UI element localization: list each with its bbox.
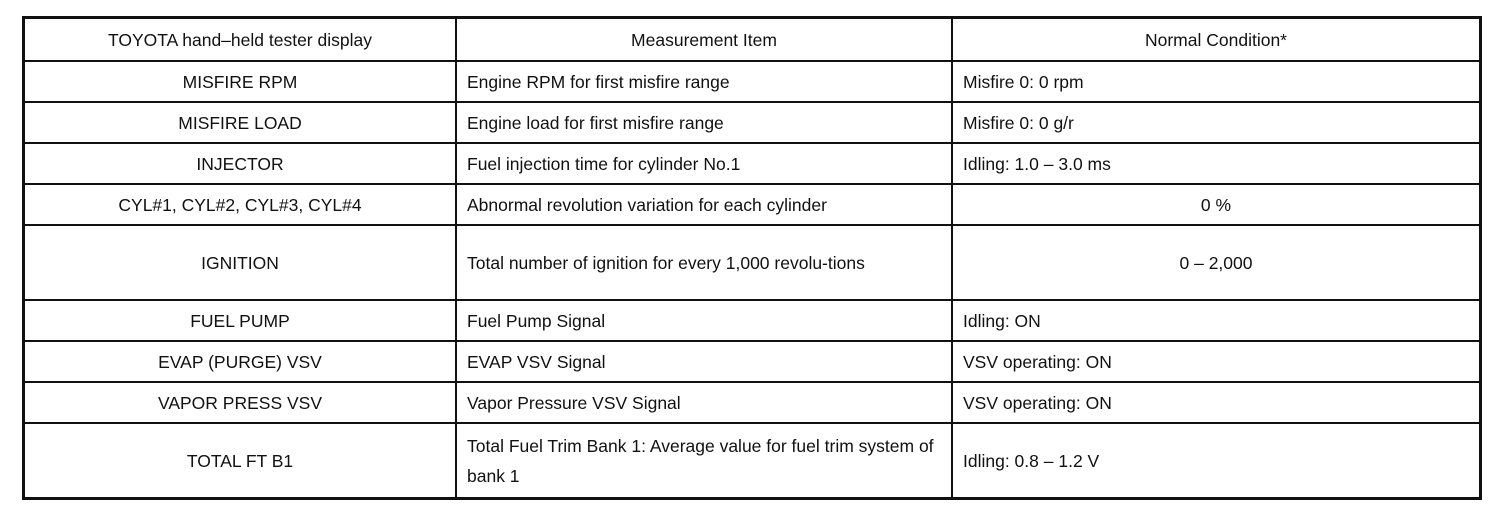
table-row: IGNITION Total number of ignition for eve… xyxy=(22,224,1482,301)
cell-tester-display: INJECTOR xyxy=(22,142,457,185)
header-normal-condition: Normal Condition* xyxy=(951,16,1482,62)
cell-measurement-item: Fuel injection time for cylinder No.1 xyxy=(455,142,953,185)
table-header-row: TOYOTA hand–held tester display Measurem… xyxy=(22,16,1482,62)
cell-normal-condition: Misfire 0: 0 g/r xyxy=(951,101,1482,144)
cell-normal-condition: Idling: 1.0 – 3.0 ms xyxy=(951,142,1482,185)
cell-normal-condition: Idling: ON xyxy=(951,299,1482,342)
table-row: VAPOR PRESS VSV Vapor Pressure VSV Signal… xyxy=(22,381,1482,424)
table-row: EVAP (PURGE) VSV EVAP VSV Signal VSV opera… xyxy=(22,340,1482,383)
table-row: INJECTOR Fuel injection time for cylinder… xyxy=(22,142,1482,185)
cell-tester-display: FUEL PUMP xyxy=(22,299,457,342)
table-row: CYL#1, CYL#2, CYL#3, CYL#4 Abnormal revol… xyxy=(22,183,1482,226)
cell-measurement-item: EVAP VSV Signal xyxy=(455,340,953,383)
cell-normal-condition: Idling: 0.8 – 1.2 V xyxy=(951,422,1482,500)
cell-measurement-item: Abnormal revolution variation for each c… xyxy=(455,183,953,226)
cell-normal-condition: 0 – 2,000 xyxy=(951,224,1482,301)
data-list-table: TOYOTA hand–held tester display Measurem… xyxy=(22,16,1482,500)
cell-measurement-item: Total Fuel Trim Bank 1: Average value fo… xyxy=(455,422,953,500)
cell-normal-condition: VSV operating: ON xyxy=(951,340,1482,383)
cell-measurement-item: Engine load for first misfire range xyxy=(455,101,953,144)
table-row: TOTAL FT B1 Total Fuel Trim Bank 1: Avera… xyxy=(22,422,1482,500)
cell-tester-display: EVAP (PURGE) VSV xyxy=(22,340,457,383)
cell-measurement-item: Fuel Pump Signal xyxy=(455,299,953,342)
cell-normal-condition: Misfire 0: 0 rpm xyxy=(951,60,1482,103)
cell-measurement-item: Total number of ignition for every 1,000… xyxy=(455,224,953,301)
cell-tester-display: IGNITION xyxy=(22,224,457,301)
cell-tester-display: CYL#1, CYL#2, CYL#3, CYL#4 xyxy=(22,183,457,226)
cell-tester-display: TOTAL FT B1 xyxy=(22,422,457,500)
cell-normal-condition: 0 % xyxy=(951,183,1482,226)
table-row: MISFIRE RPM Engine RPM for first misfire … xyxy=(22,60,1482,103)
header-measurement-item: Measurement Item xyxy=(455,16,953,62)
cell-normal-condition: VSV operating: ON xyxy=(951,381,1482,424)
cell-measurement-item: Vapor Pressure VSV Signal xyxy=(455,381,953,424)
cell-tester-display: MISFIRE RPM xyxy=(22,60,457,103)
cell-tester-display: MISFIRE LOAD xyxy=(22,101,457,144)
cell-measurement-item: Engine RPM for first misfire range xyxy=(455,60,953,103)
header-tester-display: TOYOTA hand–held tester display xyxy=(22,16,457,62)
cell-tester-display: VAPOR PRESS VSV xyxy=(22,381,457,424)
table-row: FUEL PUMP Fuel Pump Signal Idling: ON xyxy=(22,299,1482,342)
table-row: MISFIRE LOAD Engine load for first misfir… xyxy=(22,101,1482,144)
